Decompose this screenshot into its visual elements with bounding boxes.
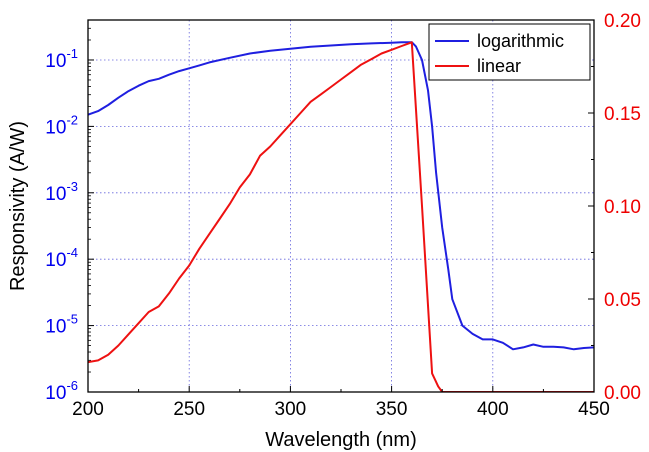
x-tick-label: 350: [376, 399, 408, 420]
y-left-tick-label: 10-3: [45, 179, 78, 205]
legend: logarithmic linear: [428, 23, 591, 81]
x-tick-label: 200: [72, 399, 104, 420]
x-tick-label: 450: [578, 399, 610, 420]
y-right-tick-label: 0.15: [604, 104, 641, 125]
y-right-tick-label: 0.10: [604, 197, 641, 218]
x-axis-title: Wavelength (nm): [265, 429, 417, 451]
y-axis-title: Responsivity (A/W): [7, 121, 29, 291]
x-tick-label: 300: [275, 399, 307, 420]
series-line-linear: [88, 41, 594, 392]
legend-label: linear: [477, 56, 521, 76]
y-left-tick-label: 10-5: [45, 312, 78, 338]
y-left-tick-label: 10-4: [45, 245, 78, 271]
legend-label: logarithmic: [477, 31, 564, 51]
y-left-tick-label: 10-1: [45, 46, 78, 72]
x-tick-label: 400: [477, 399, 509, 420]
y-right-tick-label: 0.20: [604, 11, 641, 32]
y-left-tick-label: 10-6: [45, 378, 78, 404]
series-layer: [88, 41, 594, 392]
y-right-tick-label: 0.00: [604, 383, 641, 404]
legend-box: [428, 23, 591, 81]
y-right-tick-label: 0.05: [604, 290, 641, 311]
grid: [88, 20, 594, 392]
y-left-tick-label: 10-2: [45, 112, 78, 138]
ticks: [87, 19, 595, 393]
x-tick-label: 250: [173, 399, 205, 420]
series-line-logarithmic: [88, 41, 594, 351]
labels: 200 250 300 350 400 450 10-6 10-5 10-4 10-3 10-2 10…: [7, 11, 641, 451]
